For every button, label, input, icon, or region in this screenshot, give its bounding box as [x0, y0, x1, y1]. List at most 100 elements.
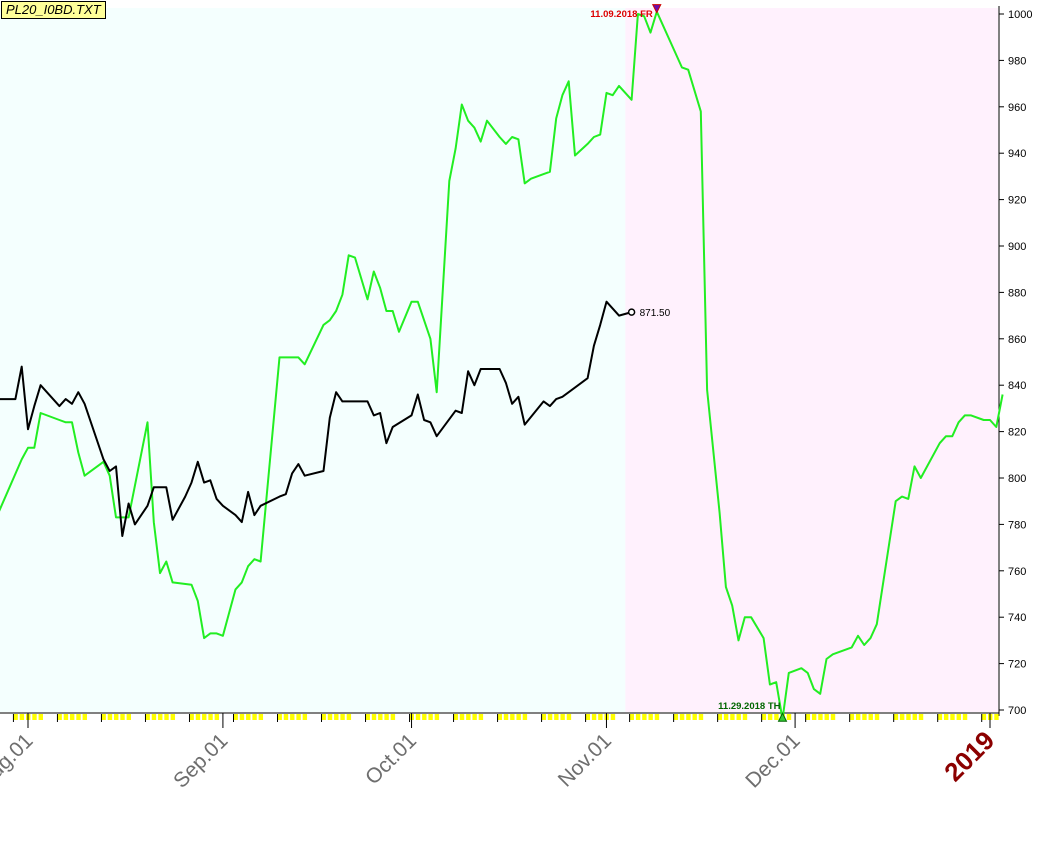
- weekday-marker: [950, 714, 955, 720]
- weekday-marker: [252, 714, 257, 720]
- y-tick-label: 860: [1008, 334, 1026, 346]
- weekday-marker: [554, 714, 559, 720]
- chart-title: PL20_I0BD.TXT: [1, 1, 106, 19]
- weekday-marker: [503, 714, 509, 720]
- annotation-layer: 871.50 11.09.2018 FR 11.29.2018 TH: [590, 4, 788, 722]
- weekday-marker: [830, 714, 836, 720]
- weekday-marker: [365, 714, 370, 720]
- weekday-marker: [434, 714, 440, 720]
- y-tick-label: 760: [1008, 566, 1026, 578]
- weekday-marker: [906, 714, 911, 720]
- weekday-marker: [472, 714, 477, 720]
- x-tick-label: Nov.01: [554, 729, 616, 791]
- weekday-marker: [246, 714, 251, 720]
- weekday-marker: [164, 714, 169, 720]
- weekday-marker: [648, 714, 653, 720]
- weekday-marker: [717, 714, 723, 720]
- weekday-marker: [654, 714, 660, 720]
- weekday-marker: [981, 714, 987, 720]
- weekday-marker: [38, 714, 43, 720]
- y-tick-label: 740: [1008, 612, 1026, 624]
- weekday-marker: [214, 714, 220, 720]
- weekday-marker: [101, 714, 106, 720]
- weekday-marker: [912, 714, 917, 720]
- weekday-marker: [566, 714, 572, 720]
- y-tick-label: 980: [1008, 55, 1026, 67]
- weekday-marker: [340, 714, 345, 720]
- weekday-marker: [591, 714, 597, 720]
- weekday-marker: [327, 714, 333, 720]
- weekday-marker: [57, 714, 62, 720]
- y-tick-label: 720: [1008, 659, 1026, 671]
- weekday-marker: [994, 714, 999, 720]
- weekday-marker: [962, 714, 968, 720]
- weekday-marker: [629, 714, 635, 720]
- y-tick-label: 900: [1008, 241, 1026, 253]
- weekday-marker: [19, 714, 25, 720]
- weekday-marker: [774, 714, 779, 720]
- weekday-marker: [478, 714, 484, 720]
- weekday-marker: [296, 714, 301, 720]
- weekday-marker: [805, 714, 811, 720]
- weekday-marker: [673, 714, 679, 720]
- weekday-marker: [541, 714, 546, 720]
- weekday-marker: [371, 714, 377, 720]
- weekday-marker: [855, 714, 861, 720]
- weekday-marker: [642, 714, 647, 720]
- trough-label: 11.29.2018 TH: [718, 701, 780, 712]
- weekday-marker: [849, 714, 855, 720]
- y-tick-label: 960: [1008, 102, 1026, 114]
- y-tick-label: 780: [1008, 519, 1026, 531]
- weekday-marker: [202, 714, 207, 720]
- weekday-marker: [107, 714, 113, 720]
- weekday-marker: [610, 714, 616, 720]
- weekday-marker: [598, 714, 603, 720]
- weekday-marker: [767, 714, 773, 720]
- y-tick-label: 800: [1008, 473, 1026, 485]
- weekday-marker: [346, 714, 352, 720]
- peak-label: 11.09.2018 FR: [590, 9, 652, 20]
- y-tick-label: 840: [1008, 380, 1026, 392]
- weekday-marker: [390, 714, 396, 720]
- weekday-marker: [686, 714, 691, 720]
- weekday-marker: [899, 714, 905, 720]
- weekday-marker: [70, 714, 75, 720]
- weekday-marker: [466, 714, 471, 720]
- weekday-marker: [679, 714, 685, 720]
- last-value-marker: [627, 308, 636, 316]
- weekday-marker: [459, 714, 465, 720]
- weekday-marker: [378, 714, 383, 720]
- weekday-marker: [918, 714, 924, 720]
- weekday-marker: [742, 714, 748, 720]
- weekday-marker: [585, 714, 590, 720]
- weekday-marker: [283, 714, 289, 720]
- weekday-marker: [170, 714, 176, 720]
- y-tick-label: 920: [1008, 195, 1026, 207]
- y-tick-label: 700: [1008, 705, 1026, 717]
- weekday-marker: [158, 714, 163, 720]
- weekday-marker: [818, 714, 823, 720]
- weekday-marker: [233, 714, 238, 720]
- weekday-marker: [208, 714, 213, 720]
- weekday-marker: [730, 714, 735, 720]
- weekday-marker: [868, 714, 873, 720]
- weekday-marker: [937, 714, 943, 720]
- trough-marker: [777, 712, 788, 722]
- weekday-marker: [321, 714, 326, 720]
- weekday-marker: [422, 714, 427, 720]
- weekday-marker: [956, 714, 961, 720]
- y-tick-label: 880: [1008, 287, 1026, 299]
- background-left-region: [0, 8, 626, 712]
- weekday-marker: [290, 714, 295, 720]
- weekday-marker: [120, 714, 125, 720]
- green-series-line: [0, 10, 1004, 721]
- x-tick-label: Oct.01: [361, 729, 421, 789]
- weekday-marker: [114, 714, 119, 720]
- last-value-label: 871.50: [640, 308, 671, 319]
- weekday-marker: [761, 714, 767, 720]
- weekday-marker: [874, 714, 880, 720]
- weekday-marker: [384, 714, 389, 720]
- y-tick-label: 940: [1008, 148, 1026, 160]
- weekday-marker: [824, 714, 829, 720]
